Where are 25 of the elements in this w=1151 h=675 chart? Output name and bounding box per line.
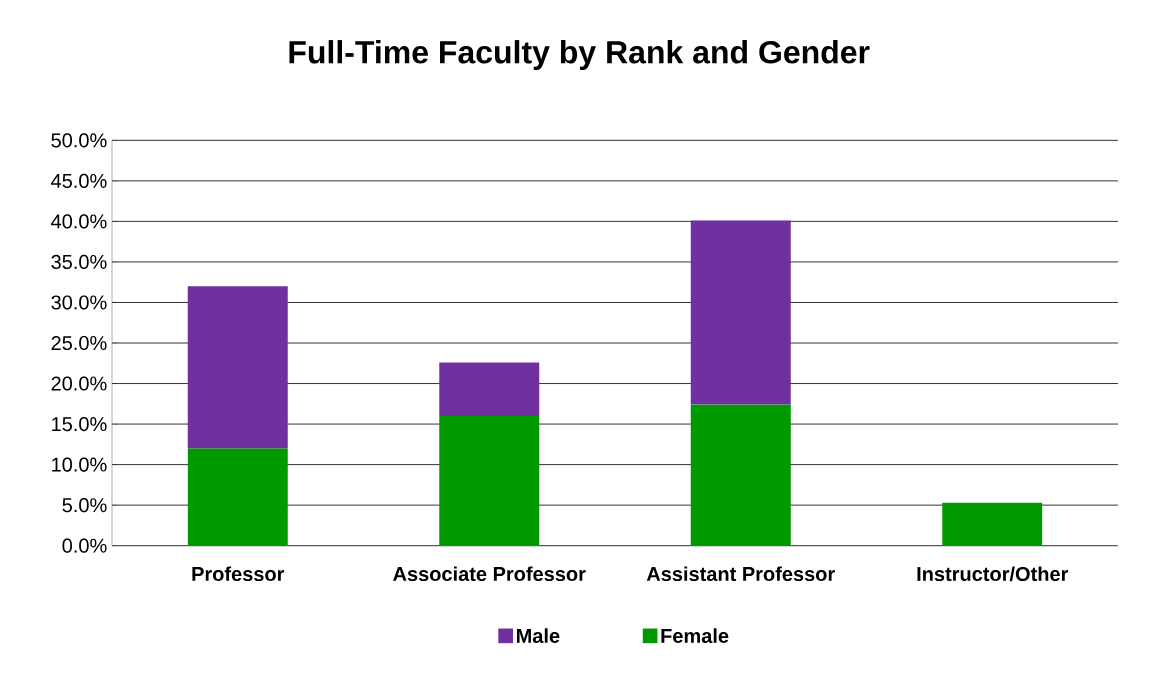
- y-tick-label: 0.0%: [62, 538, 107, 553]
- x-tick-label: Assistant Professor: [646, 566, 835, 582]
- y-tick-label: 25.0%: [51, 335, 107, 351]
- x-tick-label: Associate Professor: [393, 566, 586, 582]
- y-tick-label: 15.0%: [52, 416, 107, 432]
- legend-label: Female: [661, 628, 729, 643]
- bar: [690, 404, 791, 546]
- y-tick-label: 20.0%: [51, 376, 107, 391]
- bar: [187, 448, 288, 546]
- bar: [439, 362, 540, 416]
- bar: [942, 502, 1043, 546]
- y-tick-label: 35.0%: [51, 254, 107, 270]
- bar: [690, 220, 791, 405]
- y-tick-label: 45.0%: [51, 173, 107, 188]
- x-tick-label: Instructor/Other: [917, 566, 1069, 582]
- y-tick-label: 50.0%: [51, 133, 107, 148]
- y-tick-label: 30.0%: [51, 295, 107, 310]
- x-tick-label: Professor: [192, 566, 285, 582]
- bar: [187, 286, 288, 449]
- legend-label: Male: [516, 628, 560, 643]
- y-tick-label: 5.0%: [62, 498, 107, 513]
- y-tick-label: 40.0%: [51, 214, 107, 229]
- y-tick-label: 10.0%: [52, 457, 107, 472]
- bar: [439, 415, 540, 546]
- chart-title: Full-Time Faculty by Rank and Gender: [289, 40, 870, 70]
